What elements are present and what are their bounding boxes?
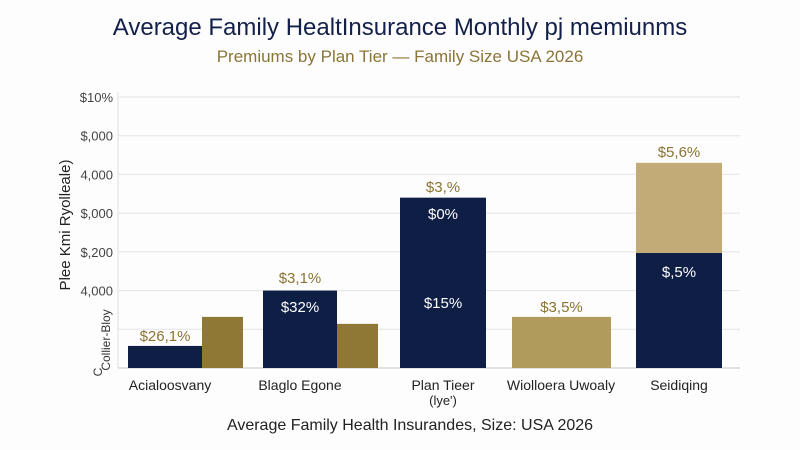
data-label: $15% [424,295,462,312]
x-tick-label-line2: (lye') [429,393,457,408]
bar [636,253,722,368]
y-axis-mark: C [91,367,105,376]
bar [400,197,486,368]
chart-title: Average Family HealtInsurance Monthly pj… [112,14,688,41]
y-axis-title: Plee Kmi Ryolleale) [57,160,74,291]
x-tick-label: Acialoosvany [129,377,212,393]
bar [337,323,378,368]
y-tick-label: $,000 [80,206,113,221]
data-label: $32% [281,299,319,316]
bar [202,316,243,368]
x-axis-title: Average Family Health Insurandes, Size: … [227,417,593,434]
y-tick-label: $,200 [80,245,113,260]
y-tick-label: $10% [80,90,114,105]
y-tick-label: 4,000 [80,167,113,182]
chart-subtitle: Premiums by Plan Tier — Family Size USA … [216,47,584,66]
data-label: $3,5% [540,299,583,316]
x-tick-label: Wiolloera Uwoaly [507,377,615,393]
y-tick-label: 4,000 [80,284,113,299]
data-label: $,5% [662,264,696,281]
y-tick-label: $,000 [80,129,113,144]
bar [636,162,722,254]
data-label: $3,1% [279,270,322,287]
data-label: $3,% [426,179,460,196]
data-label: $0% [428,206,458,223]
x-tick-label: Blaglo Egone [258,377,342,393]
bar [263,290,337,368]
y-axis-subtitle: Collier-Bloy [99,309,113,370]
x-tick-label: Seidiqing [650,377,708,393]
x-tick-label: Plan Tieer [411,377,474,393]
bar [512,316,611,368]
data-label: $5,6% [658,144,701,161]
data-label: $26,1% [140,328,191,345]
bar [128,345,202,368]
